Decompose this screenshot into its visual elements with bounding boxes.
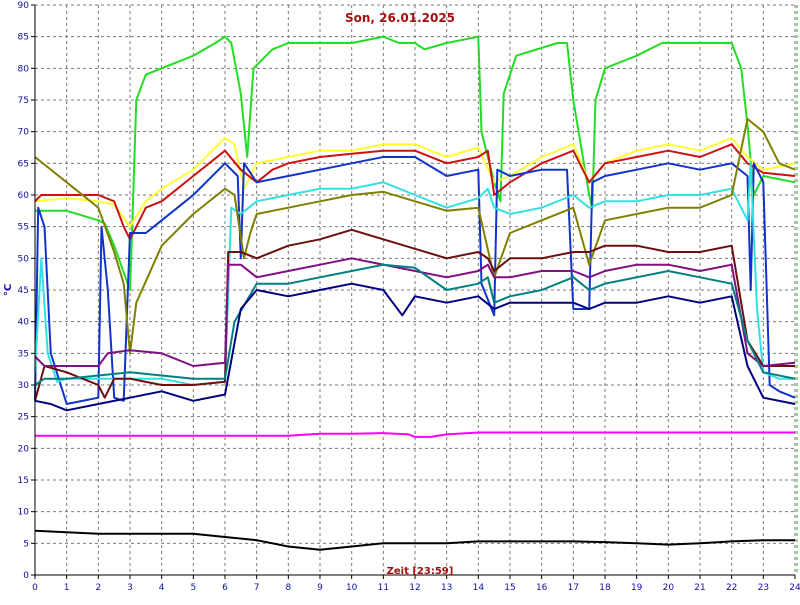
x-tick-label: 4 xyxy=(159,583,165,593)
y-tick-label: 65 xyxy=(18,159,29,169)
x-tick-label: 1 xyxy=(64,583,70,593)
x-tick-label: 23 xyxy=(758,583,769,593)
series-line xyxy=(34,257,796,367)
y-tick-label: 45 xyxy=(18,286,29,296)
tick-labels: 0 1 2 3 4 5 6 7 8 9 10 11 12 13 14 15 16 17 18 19 20 21 22 23 24… xyxy=(18,1,800,593)
y-tick-label: 25 xyxy=(18,413,29,423)
x-tick-label: 20 xyxy=(663,583,675,593)
x-tick-label: 5 xyxy=(190,583,196,593)
series-line xyxy=(34,263,796,386)
y-tick-label: 5 xyxy=(23,539,29,549)
series-line xyxy=(35,35,796,291)
x-tick-label: 16 xyxy=(536,583,548,593)
x-tick-label: 17 xyxy=(568,583,579,593)
x-tick-label: 8 xyxy=(285,583,291,593)
x-tick-label: 3 xyxy=(127,583,133,593)
x-axis-label: Zeit [23:59] xyxy=(387,566,454,577)
x-tick-label: 19 xyxy=(631,583,643,593)
y-tick-label: 75 xyxy=(18,96,29,106)
x-tick-label: 18 xyxy=(599,583,611,593)
x-tick-label: 22 xyxy=(726,583,737,593)
series-line xyxy=(34,529,795,551)
y-tick-label: 10 xyxy=(18,508,30,518)
x-tick-label: 10 xyxy=(346,583,358,593)
series-line xyxy=(34,228,795,402)
x-tick-label: 0 xyxy=(32,583,38,593)
x-tick-label: 15 xyxy=(504,583,515,593)
y-tick-label: 20 xyxy=(18,444,30,454)
x-tick-label: 24 xyxy=(789,583,800,593)
y-tick-label: 35 xyxy=(18,349,29,359)
x-tick-label: 11 xyxy=(378,583,389,593)
series-layer xyxy=(34,35,796,551)
y-tick-label: 60 xyxy=(18,191,30,201)
x-tick-label: 6 xyxy=(222,583,228,593)
series-line xyxy=(35,431,795,438)
x-tick-label: 7 xyxy=(254,583,260,593)
y-tick-label: 70 xyxy=(18,128,30,138)
x-tick-label: 9 xyxy=(317,583,323,593)
chart-title: Son, 26.01.2025 xyxy=(345,11,455,25)
series-line xyxy=(34,143,796,241)
series-line xyxy=(34,282,796,412)
y-tick-label: 90 xyxy=(18,1,30,11)
y-tick-label: 40 xyxy=(18,318,30,328)
y-axis-label: °C xyxy=(3,284,14,296)
x-tick-label: 21 xyxy=(694,583,705,593)
series-line xyxy=(34,118,796,355)
x-tick-label: 12 xyxy=(409,583,420,593)
y-tick-label: 55 xyxy=(18,223,29,233)
grid-lines xyxy=(34,4,798,576)
x-tick-label: 2 xyxy=(95,583,101,593)
y-tick-label: 50 xyxy=(18,254,30,264)
axes xyxy=(31,4,796,579)
x-tick-label: 13 xyxy=(441,583,452,593)
series-line xyxy=(34,137,796,228)
y-tick-label: 15 xyxy=(18,476,29,486)
x-tick-label: 14 xyxy=(473,583,485,593)
y-tick-label: 80 xyxy=(18,64,30,74)
y-tick-label: 85 xyxy=(18,33,29,43)
y-tick-label: 30 xyxy=(18,381,30,391)
y-tick-label: 0 xyxy=(23,571,29,581)
